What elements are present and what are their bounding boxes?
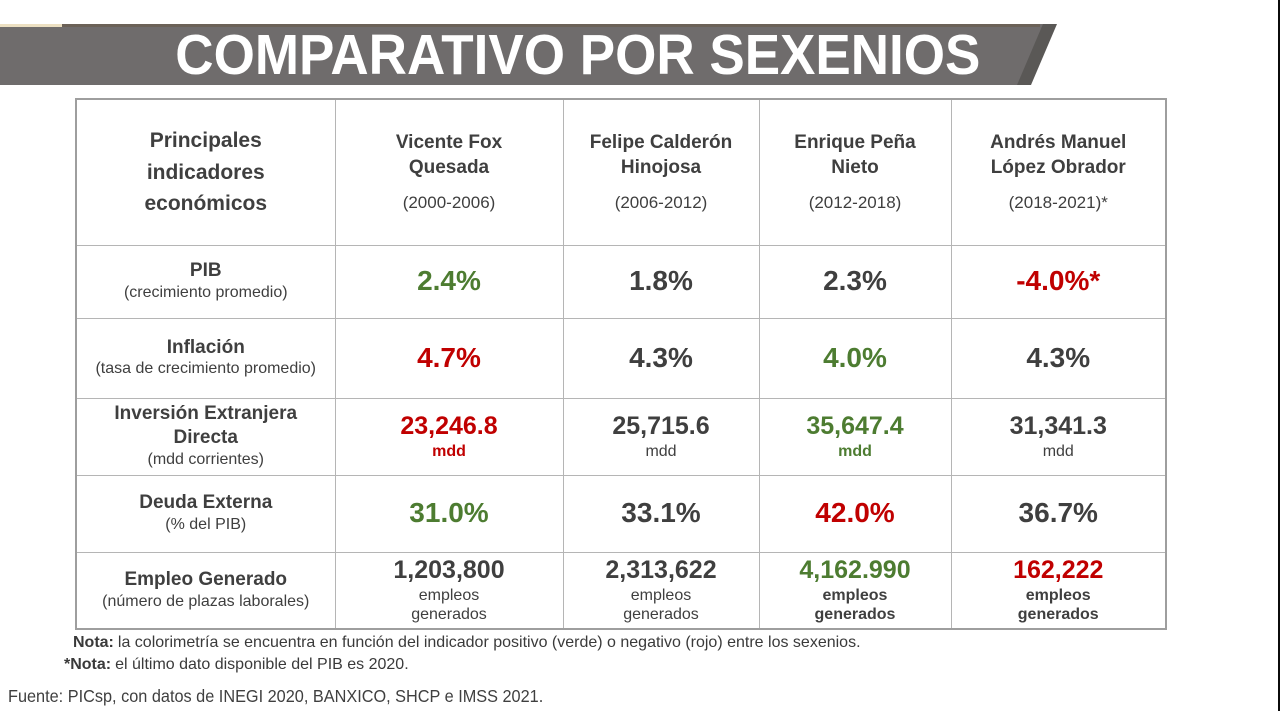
cell-value-text: 31.0% (409, 497, 489, 529)
cell-unit-text: mdd (432, 442, 466, 460)
cell-value-text: 4.3% (629, 341, 693, 373)
indicator-sublabel: (mdd corrientes) (147, 450, 264, 468)
page-right-border (1278, 0, 1280, 711)
row-empleo-generado: Empleo Generado (número de plazas labora… (75, 551, 1167, 630)
cell-value-text: 33.1% (621, 497, 701, 529)
header-calderon: Felipe Calderón Hinojosa (2006-2012) (562, 98, 760, 246)
cell-value-text: 35,647.4 (806, 412, 904, 441)
president-period: (2006-2012) (614, 193, 708, 213)
cell-value-text: 23,246.8 (400, 412, 498, 441)
banner-top-line (0, 24, 1040, 27)
cell-empleo-fox: 1,203,800 empleos generados (334, 551, 564, 630)
cell-value-text: 4.3% (1026, 341, 1091, 373)
banner-top-line-cream (0, 24, 62, 27)
president-period: (2000-2006) (402, 193, 496, 213)
cell-deuda-amlo: 36.7% (950, 474, 1167, 553)
row-label-empleo: Empleo Generado (número de plazas labora… (75, 551, 336, 630)
cell-value-text: 2.3% (823, 265, 887, 297)
indicator-label: Deuda Externa (139, 492, 273, 514)
cell-inflacion-fox: 4.7% (334, 317, 564, 399)
header-fox: Vicente Fox Quesada (2000-2006) (334, 98, 564, 246)
row-inversion-extranjera: Inversión Extranjera Directa (mdd corrie… (75, 397, 1167, 476)
cell-empleo-amlo: 162,222 empleos generados (950, 551, 1167, 630)
row-inflacion: Inflación (tasa de crecimiento promedio)… (75, 317, 1167, 399)
corner-header-text: Principales indicadores económicos (144, 129, 268, 215)
row-label-inversion: Inversión Extranjera Directa (mdd corrie… (75, 397, 336, 476)
cell-value-text: 4.0% (823, 341, 887, 373)
president-name: Enrique Peña Nieto (794, 132, 916, 178)
cell-unit-text: mdd (645, 442, 677, 460)
cell-value-text: 36.7% (1018, 497, 1098, 529)
cell-value-text: -4.0%* (1016, 265, 1101, 297)
note-text: la colorimetría se encuentra en función … (117, 634, 861, 651)
cell-pib-calderon: 1.8% (562, 244, 760, 319)
note-label: Nota: (73, 634, 114, 651)
indicator-sublabel: (número de plazas laborales) (102, 592, 310, 610)
corner-header-cell: Principales indicadores económicos (75, 98, 336, 246)
title-banner: COMPARATIVO POR SEXENIOS (0, 24, 1043, 85)
cell-inflacion-pena: 4.0% (758, 317, 952, 399)
cell-pib-amlo: -4.0%* (950, 244, 1167, 319)
president-name: Andrés Manuel López Obrador (990, 132, 1127, 178)
cell-pib-pena: 2.3% (758, 244, 952, 319)
indicator-sublabel: (tasa de crecimiento promedio) (95, 360, 317, 378)
cell-value-text: 2,313,622 (605, 556, 717, 585)
cell-deuda-fox: 31.0% (334, 474, 564, 553)
cell-value-text: 162,222 (1013, 556, 1104, 585)
note-colorimetria: Nota: la colorimetría se encuentra en fun… (64, 632, 861, 654)
row-label-inflacion: Inflación (tasa de crecimiento promedio) (75, 317, 336, 399)
footnotes: Nota: la colorimetría se encuentra en fun… (64, 632, 861, 676)
cell-pib-fox: 2.4% (334, 244, 564, 319)
row-deuda-externa: Deuda Externa (% del PIB) 31.0% 33.1% 42… (75, 474, 1167, 553)
cell-value-text: 25,715.6 (612, 412, 710, 441)
source-line: Fuente: PICsp, con datos de INEGI 2020, … (8, 686, 544, 706)
cell-unit-text: mdd (838, 442, 872, 460)
header-pena-nieto: Enrique Peña Nieto (2012-2018) (758, 98, 952, 246)
cell-inversion-pena: 35,647.4 mdd (758, 397, 952, 476)
cell-value-text: 2.4% (417, 265, 481, 297)
note-text: el último dato disponible del PIB es 202… (115, 656, 409, 674)
indicator-sublabel: (crecimiento promedio) (123, 283, 288, 301)
cell-empleo-pena: 4,162.990 empleos generados (758, 551, 952, 630)
cell-value-text: 4.7% (417, 341, 481, 373)
row-label-deuda: Deuda Externa (% del PIB) (75, 474, 336, 553)
cell-value-text: 1.8% (629, 265, 693, 297)
president-period: (2018-2021)* (1008, 193, 1108, 213)
president-period: (2012-2018) (808, 193, 902, 213)
cell-value-text: 31,341.3 (1009, 412, 1107, 441)
cell-inflacion-calderon: 4.3% (562, 317, 760, 399)
cell-deuda-pena: 42.0% (758, 474, 952, 553)
note-label: *Nota: (64, 656, 112, 674)
cell-unit-text: empleos generados (411, 586, 487, 624)
cell-inversion-amlo: 31,341.3 mdd (950, 397, 1167, 476)
cell-inversion-fox: 23,246.8 mdd (334, 397, 564, 476)
president-name: Vicente Fox Quesada (395, 132, 503, 178)
cell-value-text: 4,162.990 (799, 556, 911, 585)
note-pib-2020: *Nota: el último dato disponible del PIB … (64, 654, 861, 676)
cell-unit-text: empleos generados (814, 586, 896, 624)
cell-unit-text: mdd (1042, 442, 1074, 460)
indicator-label: Inversión Extranjera Directa (114, 403, 298, 449)
table-header-row: Principales indicadores económicos Vicen… (75, 98, 1167, 246)
cell-inflacion-amlo: 4.3% (950, 317, 1167, 399)
page-title: COMPARATIVO POR SEXENIOS (174, 22, 981, 87)
indicator-label: PIB (189, 260, 222, 282)
header-amlo: Andrés Manuel López Obrador (2018-2021)* (950, 98, 1167, 246)
indicator-label: Inflación (166, 336, 245, 358)
cell-deuda-calderon: 33.1% (562, 474, 760, 553)
president-name: Felipe Calderón Hinojosa (589, 132, 733, 178)
cell-empleo-calderon: 2,313,622 empleos generados (562, 551, 760, 630)
indicator-label: Empleo Generado (124, 568, 288, 590)
cell-value-text: 42.0% (815, 497, 895, 529)
cell-value-text: 1,203,800 (393, 556, 505, 585)
cell-unit-text: empleos generados (1017, 586, 1099, 624)
row-pib: PIB (crecimiento promedio) 2.4% 1.8% 2.3… (75, 244, 1167, 319)
sexenios-comparison-table: Principales indicadores económicos Vicen… (75, 98, 1167, 630)
cell-unit-text: empleos generados (623, 586, 699, 624)
row-label-pib: PIB (crecimiento promedio) (75, 244, 336, 319)
indicator-sublabel: (% del PIB) (165, 515, 247, 533)
cell-inversion-calderon: 25,715.6 mdd (562, 397, 760, 476)
